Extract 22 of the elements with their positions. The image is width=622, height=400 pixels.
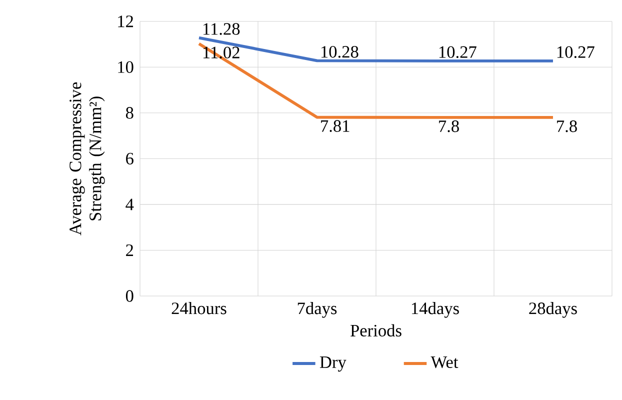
data-label: 10.27 <box>439 46 476 58</box>
y-tick-label: 12 <box>118 16 134 28</box>
legend-label: Dry <box>320 356 346 372</box>
data-label: 10.27 <box>557 46 594 58</box>
x-tick-label: 24hours <box>172 302 226 314</box>
y-tick-label: 10 <box>118 61 134 73</box>
x-tick-label: 28days <box>529 302 577 318</box>
x-axis-title: Periods <box>350 324 402 336</box>
data-label: 10.28 <box>321 46 358 58</box>
legend-label: Wet <box>430 356 458 368</box>
data-label: 7.8 <box>557 120 577 132</box>
y-tick-label: 8 <box>126 107 134 119</box>
y-axis-title: Average Compressive Strength (N/mm²) <box>70 82 105 236</box>
x-tick-label: 7days <box>298 302 337 318</box>
data-label: 7.81 <box>321 120 350 132</box>
y-tick-label: 4 <box>126 198 134 210</box>
y-tick-label: 2 <box>126 244 134 256</box>
data-label: 11.28 <box>203 23 240 35</box>
y-tick-label: 6 <box>126 152 134 164</box>
data-label: 7.8 <box>439 120 459 132</box>
y-tick-label: 0 <box>126 290 134 302</box>
x-tick-label: 14days <box>412 302 459 318</box>
